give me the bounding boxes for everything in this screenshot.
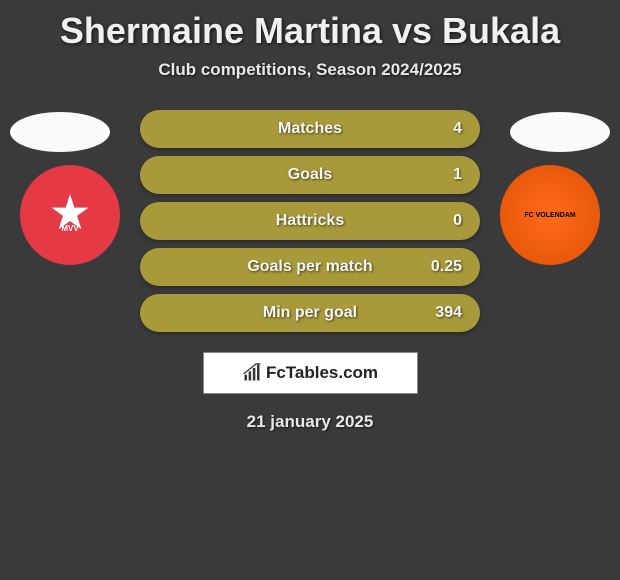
bar-chart-icon (242, 363, 262, 383)
club-badge-right: FC VOLENDAM (500, 165, 600, 265)
club-left-name: MVV (61, 224, 78, 233)
player-avatar-right (510, 112, 610, 152)
stat-label: Goals (288, 166, 332, 184)
stat-row: Hattricks 0 (140, 202, 480, 240)
stat-label: Hattricks (276, 212, 344, 230)
page-title: Shermaine Martina vs Bukala (0, 0, 620, 60)
brand-box[interactable]: FcTables.com (203, 352, 418, 394)
brand-text: FcTables.com (266, 363, 378, 383)
stat-label: Matches (278, 120, 342, 138)
player-avatar-left (10, 112, 110, 152)
stat-row: Min per goal 394 (140, 294, 480, 332)
stat-value: 4 (453, 120, 462, 138)
stat-value: 1 (453, 166, 462, 184)
club-right-name: FC VOLENDAM (524, 212, 575, 219)
stat-value: 0.25 (431, 258, 462, 276)
club-badge-left: ★ MVV (20, 165, 120, 265)
stat-value: 394 (435, 304, 462, 322)
stat-value: 0 (453, 212, 462, 230)
stat-label: Min per goal (263, 304, 357, 322)
stat-row: Goals 1 (140, 156, 480, 194)
date-text: 21 january 2025 (0, 412, 620, 432)
stat-label: Goals per match (247, 258, 372, 276)
stat-row: Matches 4 (140, 110, 480, 148)
stat-row: Goals per match 0.25 (140, 248, 480, 286)
subtitle: Club competitions, Season 2024/2025 (0, 60, 620, 80)
